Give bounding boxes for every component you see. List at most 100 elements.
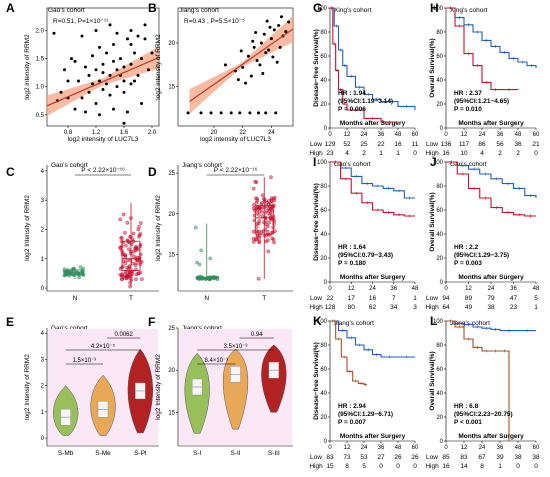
box-point: [264, 219, 268, 223]
box-point: [264, 211, 268, 215]
box-point: [252, 213, 257, 218]
stat-label: 4.2×10⁻⁵: [91, 343, 116, 350]
y-tick-label: 40: [436, 232, 443, 238]
y-tick-label: 0: [440, 280, 444, 286]
scatter-point: [147, 68, 150, 72]
cohort-label: Gao's cohort: [51, 162, 88, 169]
scatter-point: [280, 15, 283, 19]
risk-count: 2: [498, 150, 502, 157]
y-tick-label: 100: [317, 6, 328, 12]
scatter-point: [108, 73, 112, 77]
hr-stat: HR : 2.94: [338, 403, 366, 410]
scatter-point: [94, 28, 98, 32]
y-tick-label: 60: [320, 54, 327, 60]
box-point: [254, 237, 259, 242]
box-point: [123, 269, 128, 274]
survival-curve: [330, 320, 415, 358]
group-label: T: [129, 295, 133, 302]
panel-letter: G: [313, 1, 322, 15]
box-point: [128, 280, 132, 285]
box-point: [132, 254, 136, 259]
box-point: [130, 237, 135, 242]
panel-j: J Gao's cohort 0 20 40 60 80 100 0 12 24 36 48 Months…: [425, 155, 540, 311]
box-point: [123, 273, 128, 277]
scatter-point: [59, 90, 63, 94]
x-tick-label: 24: [369, 286, 376, 292]
risk-count: 10: [460, 150, 468, 157]
cohort-label: Xing's cohort: [450, 7, 488, 14]
scatter-point: [271, 55, 275, 59]
y-tick-label: 40: [320, 391, 327, 397]
box-point: [267, 220, 271, 225]
risk-count: 21: [532, 141, 540, 148]
stat-label: P < 2.22×10⁻¹⁶: [214, 167, 258, 174]
scatter-point: [143, 37, 147, 41]
risk-count: 22: [377, 141, 385, 148]
risk-count: 39: [496, 454, 504, 461]
scatter-point: [269, 37, 273, 41]
x-axis-label: Months after Surgery: [340, 120, 406, 127]
x-tick-label: 36: [378, 132, 385, 138]
box-point: [139, 221, 143, 225]
y-tick-label: 0: [41, 436, 45, 442]
risk-group-label: High: [309, 463, 323, 470]
y-axis-label: Disease−free Survival(%): [313, 183, 320, 261]
panel-letter: E: [6, 315, 14, 329]
panel-letter: L: [430, 314, 437, 328]
stat-label: 0.0062: [114, 332, 133, 338]
survival-curve: [330, 161, 415, 217]
scatter-point: [257, 111, 260, 115]
scatter-point: [143, 23, 147, 27]
y-tick-label: 20: [168, 41, 175, 47]
panel-c: C Gao's cohort 0 1 2 3 4 log2 Intensity of RRM2…: [6, 162, 159, 302]
box-point: [138, 244, 142, 249]
box-point: [129, 274, 133, 279]
hr-stat: (95%CI:1.21−4.65): [454, 98, 509, 105]
box-point: [123, 231, 127, 235]
group-label: S-II: [230, 450, 240, 457]
box-point: [252, 218, 257, 223]
survival-curve: [446, 7, 518, 91]
box-point: [269, 175, 273, 179]
box-point: [193, 225, 198, 230]
y-tick-label: 3: [41, 198, 45, 204]
box-point: [71, 268, 76, 273]
box-point: [263, 204, 268, 208]
scatter-point: [239, 49, 243, 53]
risk-count: 73: [343, 454, 351, 461]
x-tick-label: 60: [533, 445, 540, 451]
risk-group-label: High: [425, 463, 439, 470]
box-point: [265, 224, 270, 229]
box-point: [254, 225, 259, 229]
box-point: [252, 203, 256, 207]
y-tick-label: 0: [324, 126, 328, 132]
box-point: [195, 260, 199, 265]
scatter-point: [94, 102, 98, 106]
y-tick-label: 20: [436, 256, 443, 262]
box-point: [125, 258, 130, 263]
y-tick-label: 60: [320, 367, 327, 373]
y-tick-label: 100: [433, 319, 444, 325]
hr-stat: (95%CI:2.23−20.75): [454, 411, 513, 418]
risk-count: 85: [442, 454, 450, 461]
box-point: [264, 233, 269, 237]
box-point: [129, 216, 133, 220]
x-tick-label: 48: [395, 445, 402, 451]
box-point: [215, 275, 220, 280]
x-tick-label: 48: [395, 132, 402, 138]
scatter-point: [122, 90, 126, 94]
scatter-point: [244, 81, 248, 85]
x-axis-label: Months after Surgery: [458, 274, 524, 281]
box-point: [120, 277, 124, 281]
box-point: [271, 218, 275, 222]
box-point: [208, 256, 213, 261]
group-label: S-Me: [95, 450, 111, 457]
x-tick-label: 12: [461, 132, 468, 138]
panel-e: E Gao's cohort 0 1 2 3 4 log2 Intensity of RRM2…: [6, 315, 159, 457]
y-tick-label: 100: [317, 319, 328, 325]
scatter-point: [268, 25, 272, 29]
scatter-point: [112, 107, 115, 111]
group-label: S-Pl: [134, 450, 147, 457]
